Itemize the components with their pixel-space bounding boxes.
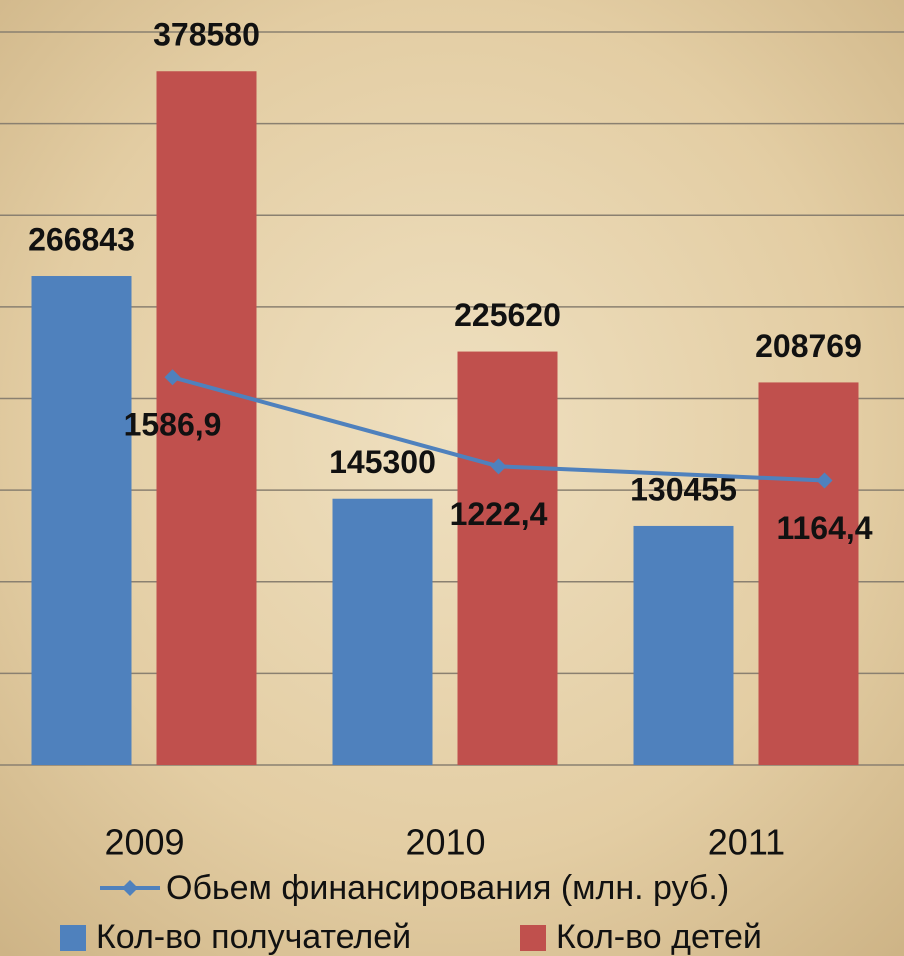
line-marker — [164, 369, 181, 386]
x-tick-label: 2010 — [405, 822, 485, 863]
legend-label: Кол-во получателей — [96, 918, 411, 956]
data-label: 208769 — [755, 328, 862, 364]
bar — [758, 382, 859, 765]
legend-swatch — [520, 925, 546, 951]
data-label: 225620 — [454, 297, 561, 333]
data-label: 266843 — [28, 221, 135, 257]
line-marker — [490, 458, 507, 475]
bar — [457, 351, 558, 765]
bar — [31, 276, 132, 765]
bar — [156, 71, 257, 766]
bar — [332, 498, 433, 765]
data-label: 145300 — [329, 444, 436, 480]
data-label: 1222,4 — [450, 496, 548, 532]
line-marker — [816, 472, 833, 489]
x-tick-label: 2011 — [708, 822, 785, 863]
legend-swatch — [60, 925, 86, 951]
data-label: 1586,9 — [124, 407, 222, 443]
bar — [633, 525, 734, 765]
data-label: 378580 — [153, 17, 260, 53]
data-label: 1164,4 — [776, 510, 872, 546]
x-tick-label: 2009 — [104, 822, 184, 863]
legend-label: Обьем финансирования (млн. руб.) — [166, 869, 729, 907]
legend-marker — [122, 880, 138, 896]
legend-label: Кол-во детей — [556, 918, 762, 956]
